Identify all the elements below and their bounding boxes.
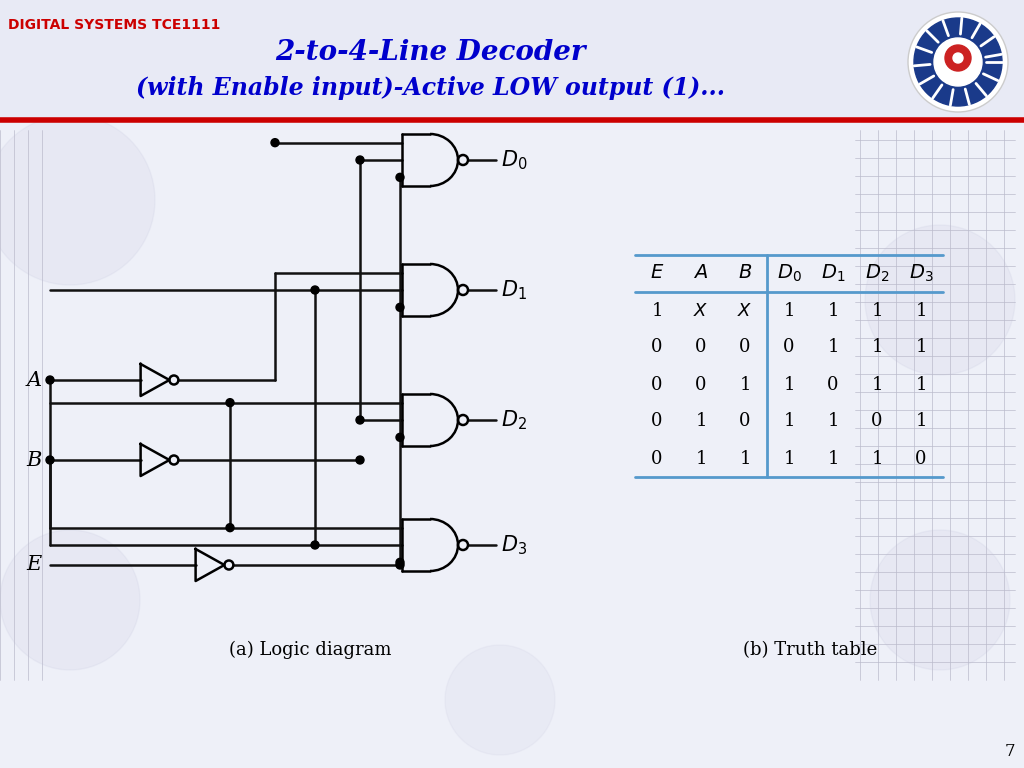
Circle shape	[396, 303, 404, 311]
Text: 1: 1	[915, 376, 927, 393]
Text: 0: 0	[651, 339, 663, 356]
Text: 0: 0	[695, 376, 707, 393]
Text: DIGITAL SYSTEMS TCE1111: DIGITAL SYSTEMS TCE1111	[8, 18, 220, 32]
Circle shape	[396, 561, 404, 569]
Text: 0: 0	[651, 376, 663, 393]
Text: (a) Logic diagram: (a) Logic diagram	[228, 641, 391, 659]
Text: 1: 1	[783, 376, 795, 393]
Circle shape	[934, 38, 982, 86]
Text: 1: 1	[783, 449, 795, 468]
Text: $D_3$: $D_3$	[908, 263, 933, 284]
Circle shape	[0, 530, 140, 670]
Text: 1: 1	[651, 302, 663, 319]
Circle shape	[953, 53, 963, 63]
Text: $A$: $A$	[693, 264, 709, 283]
Bar	[0, 0, 1024, 120]
Circle shape	[356, 456, 364, 464]
Circle shape	[865, 225, 1015, 375]
Text: 1: 1	[739, 376, 751, 393]
Text: 0: 0	[871, 412, 883, 431]
Text: 0: 0	[651, 449, 663, 468]
Text: $D_1$: $D_1$	[501, 278, 527, 302]
Text: E: E	[27, 555, 42, 574]
Circle shape	[226, 399, 234, 407]
Text: 0: 0	[651, 412, 663, 431]
Circle shape	[356, 416, 364, 424]
Circle shape	[46, 376, 54, 384]
Circle shape	[311, 541, 319, 549]
Circle shape	[46, 456, 54, 464]
Text: 1: 1	[695, 449, 707, 468]
Text: 1: 1	[871, 376, 883, 393]
Text: 2-to-4-Line Decoder: 2-to-4-Line Decoder	[274, 38, 586, 65]
Text: $B$: $B$	[738, 264, 752, 283]
Circle shape	[311, 286, 319, 294]
Circle shape	[396, 558, 404, 566]
Circle shape	[445, 645, 555, 755]
Text: (with Enable input)-Active LOW output (1)...: (with Enable input)-Active LOW output (1…	[135, 76, 725, 100]
Text: 1: 1	[783, 302, 795, 319]
Text: $D_2$: $D_2$	[501, 409, 527, 432]
Circle shape	[908, 12, 1008, 112]
Text: 0: 0	[827, 376, 839, 393]
Text: 1: 1	[915, 412, 927, 431]
Circle shape	[870, 530, 1010, 670]
Text: 1: 1	[827, 302, 839, 319]
Text: $D_3$: $D_3$	[501, 533, 527, 557]
Text: 0: 0	[739, 339, 751, 356]
Text: $E$: $E$	[650, 264, 665, 283]
Text: 0: 0	[739, 412, 751, 431]
Text: B: B	[27, 451, 42, 469]
Text: 1: 1	[739, 449, 751, 468]
Circle shape	[271, 139, 279, 147]
Text: 1: 1	[695, 412, 707, 431]
Circle shape	[396, 174, 404, 181]
Text: 1: 1	[827, 339, 839, 356]
Text: $D_1$: $D_1$	[821, 263, 845, 284]
Circle shape	[396, 433, 404, 442]
Circle shape	[914, 18, 1002, 106]
Text: $D_2$: $D_2$	[865, 263, 889, 284]
Text: A: A	[27, 370, 42, 389]
Circle shape	[356, 156, 364, 164]
Text: 1: 1	[827, 412, 839, 431]
Text: 7: 7	[1005, 743, 1016, 760]
Text: $X$: $X$	[737, 302, 753, 319]
Circle shape	[0, 115, 155, 285]
Text: 1: 1	[783, 412, 795, 431]
Text: 1: 1	[915, 302, 927, 319]
Text: $D_0$: $D_0$	[501, 148, 527, 172]
Text: 0: 0	[915, 449, 927, 468]
Text: (b) Truth table: (b) Truth table	[742, 641, 878, 659]
Text: 1: 1	[827, 449, 839, 468]
Text: 1: 1	[871, 302, 883, 319]
Text: 0: 0	[695, 339, 707, 356]
Text: 0: 0	[783, 339, 795, 356]
Text: 1: 1	[871, 339, 883, 356]
Circle shape	[226, 524, 234, 531]
Text: $X$: $X$	[693, 302, 709, 319]
Text: 1: 1	[915, 339, 927, 356]
Circle shape	[945, 45, 971, 71]
Text: $D_0$: $D_0$	[776, 263, 802, 284]
Text: 1: 1	[871, 449, 883, 468]
